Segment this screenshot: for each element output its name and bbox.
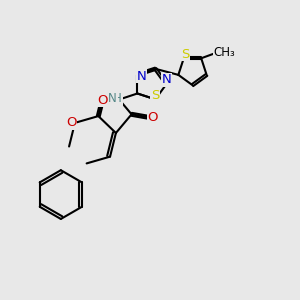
Text: N: N [108,92,117,105]
Text: S: S [181,48,189,61]
Text: O: O [97,94,107,107]
Text: H: H [113,92,122,105]
Text: O: O [148,111,158,124]
Text: N: N [161,74,171,86]
Text: O: O [66,116,76,129]
Text: S: S [151,89,160,102]
Text: N: N [136,70,146,83]
Text: CH₃: CH₃ [214,46,236,59]
